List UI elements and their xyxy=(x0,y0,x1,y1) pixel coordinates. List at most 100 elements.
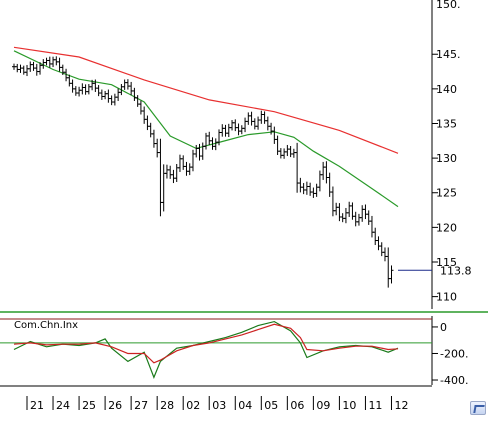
ohlc-bar xyxy=(265,116,270,131)
ohlc-bar xyxy=(181,155,186,170)
ohlc-bar xyxy=(249,111,254,126)
ohlc-bar xyxy=(164,164,169,179)
ohlc-bar xyxy=(129,81,134,96)
ohlc-bar xyxy=(226,123,231,137)
ohlc-bar xyxy=(360,205,365,222)
ohlc-bar xyxy=(236,123,241,136)
date-tick-label: 21 xyxy=(30,399,44,412)
moving-average-green xyxy=(13,50,399,208)
price-tick-label: 120 xyxy=(436,221,457,234)
ohlc-bar xyxy=(31,61,36,71)
ohlc-bar xyxy=(262,111,267,124)
ohlc-bar xyxy=(343,207,348,224)
ohlc-bar xyxy=(246,112,251,125)
date-tick-label: 03 xyxy=(212,399,226,412)
ohlc-bar xyxy=(379,242,384,257)
ohlc-bar xyxy=(86,84,91,95)
ohlc-bar xyxy=(122,79,127,90)
price-tick-label-top: 150. xyxy=(436,0,461,11)
ohlc-bar xyxy=(174,163,179,183)
date-tick-label: 11 xyxy=(368,399,382,412)
ohlc-bar xyxy=(301,183,306,195)
ohlc-bar xyxy=(314,183,319,197)
ohlc-bar xyxy=(103,90,108,100)
ohlc-bar xyxy=(275,135,280,155)
osc-tick-label: 0 xyxy=(440,321,447,334)
ohlc-bar xyxy=(168,165,173,179)
date-tick-label: 27 xyxy=(134,399,148,412)
date-tick-label: 02 xyxy=(186,399,200,412)
ohlc-bar xyxy=(207,131,212,145)
ohlc-bar xyxy=(337,203,342,222)
ohlc-bar xyxy=(308,182,313,196)
ohlc-bar xyxy=(77,86,82,97)
ohlc-bar xyxy=(324,161,329,184)
date-tick-label: 12 xyxy=(394,399,408,412)
ohlc-bar xyxy=(184,161,189,176)
osc-tick-label: -400. xyxy=(440,374,468,387)
ohlc-bar xyxy=(80,83,85,95)
ohlc-bar xyxy=(366,210,371,225)
ohlc-bar xyxy=(330,186,335,217)
price-tick-label: 140 xyxy=(436,83,457,96)
date-tick-label: 25 xyxy=(82,399,96,412)
ohlc-bar xyxy=(28,61,33,72)
ohlc-bar xyxy=(21,65,26,75)
ohlc-bar xyxy=(125,79,130,90)
date-tick-label: 28 xyxy=(160,399,174,412)
moving-average-red xyxy=(13,46,399,154)
ohlc-bar xyxy=(353,211,358,227)
ohlc-bar xyxy=(70,79,75,93)
ohlc-bar xyxy=(200,142,205,160)
ohlc-bar xyxy=(278,148,283,159)
ohlc-bar xyxy=(83,84,88,95)
last-price-label: 113.8 xyxy=(440,264,472,277)
ohlc-bar xyxy=(356,213,361,226)
ohlc-bar xyxy=(256,116,261,130)
ohlc-bar xyxy=(161,164,166,212)
ohlc-bar xyxy=(239,125,244,135)
ohlc-bar xyxy=(295,142,300,193)
ohlc-bar xyxy=(230,120,235,131)
ohlc-bar xyxy=(243,117,248,133)
ohlc-bar xyxy=(347,201,352,217)
ohlc-bar xyxy=(99,89,104,100)
ohlc-bar xyxy=(116,88,121,101)
ohlc-bar xyxy=(298,177,303,193)
ohlc-bar xyxy=(252,118,257,130)
price-tick-label: 110 xyxy=(436,291,457,304)
ohlc-bar xyxy=(389,265,394,284)
ohlc-bar xyxy=(272,126,277,144)
ohlc-bar xyxy=(148,122,153,138)
ohlc-bar xyxy=(220,124,225,137)
date-tick-label: 09 xyxy=(316,399,330,412)
date-tick-label: 26 xyxy=(108,399,122,412)
price-tick-label: 130 xyxy=(436,152,457,165)
date-tick-label: 24 xyxy=(56,399,70,412)
ohlc-bar xyxy=(204,132,208,150)
osc-tick-label: -200. xyxy=(440,347,468,360)
ohlc-bar xyxy=(334,202,339,216)
ohlc-bar xyxy=(44,57,49,66)
ohlc-bar xyxy=(171,169,176,184)
ohlc-bar xyxy=(291,148,296,158)
ohlc-bar xyxy=(213,138,218,151)
ohlc-bar xyxy=(321,161,326,180)
price-tick-label: 135 xyxy=(436,117,457,130)
ohlc-bar xyxy=(112,93,117,106)
ohlc-bar xyxy=(132,87,137,101)
price-tick-label: 115 xyxy=(436,256,457,269)
ohlc-bar xyxy=(190,149,195,172)
ohlc-bar xyxy=(73,86,78,96)
price-tick-label: 125 xyxy=(436,187,457,200)
ohlc-bar xyxy=(304,181,309,195)
ohlc-bar xyxy=(373,227,378,246)
ohlc-bar xyxy=(145,115,150,131)
ohlc-bar xyxy=(54,56,59,66)
chart-window-icon[interactable] xyxy=(470,401,486,415)
ohlc-bar xyxy=(25,64,30,77)
ohlc-bar xyxy=(386,247,391,288)
date-tick-label: 10 xyxy=(342,399,356,412)
ohlc-bar xyxy=(369,215,374,238)
